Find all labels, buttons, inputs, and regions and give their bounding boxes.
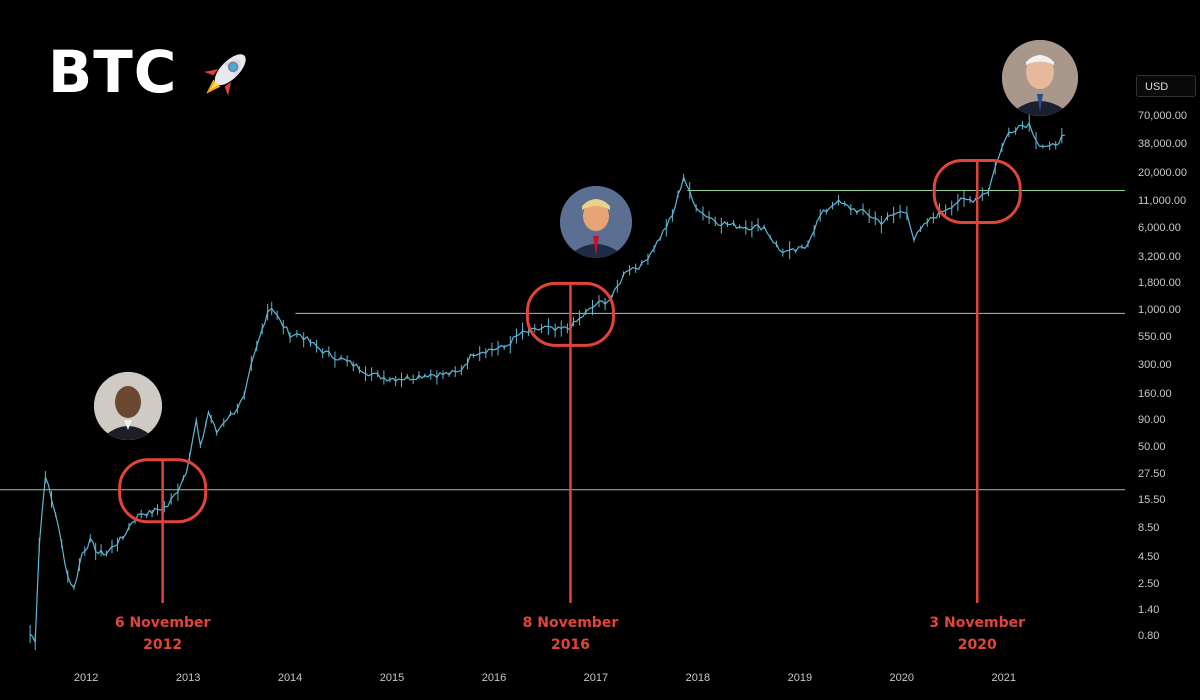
y-tick-label: 1,000.00 bbox=[1138, 304, 1181, 317]
y-tick-label: 2.50 bbox=[1138, 577, 1160, 590]
election-date: 8 November bbox=[522, 615, 619, 631]
election-date: 3 November bbox=[929, 615, 1026, 631]
election-date-label: 6 November 2012 bbox=[115, 612, 211, 656]
x-tick-label: 2013 bbox=[175, 672, 201, 684]
election-date-label: 8 November 2016 bbox=[523, 612, 619, 656]
btc-price-line bbox=[29, 121, 1065, 643]
y-tick-label: 160.00 bbox=[1138, 387, 1172, 400]
x-tick-label: 2014 bbox=[277, 672, 303, 684]
y-tick-label: 6,000.00 bbox=[1138, 222, 1181, 235]
y-tick-label: 11,000.00 bbox=[1138, 194, 1187, 207]
y-tick-label: 4.50 bbox=[1138, 550, 1160, 563]
y-tick-label: 0.80 bbox=[1138, 629, 1160, 642]
x-tick-label: 2020 bbox=[889, 672, 915, 684]
y-tick-label: 50.00 bbox=[1138, 440, 1166, 453]
currency-selector[interactable]: USD bbox=[1136, 75, 1196, 97]
portrait-2020-avatar bbox=[1002, 40, 1078, 116]
y-tick-label: 300.00 bbox=[1138, 359, 1172, 372]
x-tick-label: 2015 bbox=[379, 672, 405, 684]
y-tick-label: 1,800.00 bbox=[1138, 277, 1181, 290]
y-tick-label: 8.50 bbox=[1138, 521, 1160, 534]
chart-title: BTC bbox=[48, 38, 178, 106]
portrait-2012-avatar bbox=[94, 372, 162, 440]
x-tick-label: 2017 bbox=[583, 672, 609, 684]
x-tick-label: 2021 bbox=[991, 672, 1016, 684]
x-tick-label: 2018 bbox=[685, 672, 711, 684]
y-tick-label: 90.00 bbox=[1138, 414, 1166, 427]
rocket-icon bbox=[204, 54, 246, 96]
y-tick-label: 1.40 bbox=[1138, 604, 1160, 617]
x-tick-label: 2016 bbox=[481, 672, 507, 684]
x-tick-label: 2012 bbox=[73, 672, 99, 684]
election-year: 2016 bbox=[550, 637, 590, 653]
election-year: 2020 bbox=[957, 637, 997, 653]
portrait-2016-avatar bbox=[560, 186, 632, 258]
election-date: 6 November bbox=[114, 615, 211, 631]
y-tick-label: 15.50 bbox=[1138, 494, 1166, 507]
election-year: 2012 bbox=[143, 637, 183, 653]
x-tick-label: 2019 bbox=[787, 672, 813, 684]
y-tick-label: 27.50 bbox=[1138, 468, 1166, 481]
y-tick-label: 38,000.00 bbox=[1138, 137, 1187, 150]
election-date-label: 3 November 2020 bbox=[929, 612, 1025, 656]
y-tick-label: 550.00 bbox=[1138, 331, 1172, 344]
y-tick-label: 70,000.00 bbox=[1138, 109, 1187, 122]
y-tick-label: 20,000.00 bbox=[1138, 167, 1187, 180]
y-tick-label: 3,200.00 bbox=[1138, 250, 1181, 263]
